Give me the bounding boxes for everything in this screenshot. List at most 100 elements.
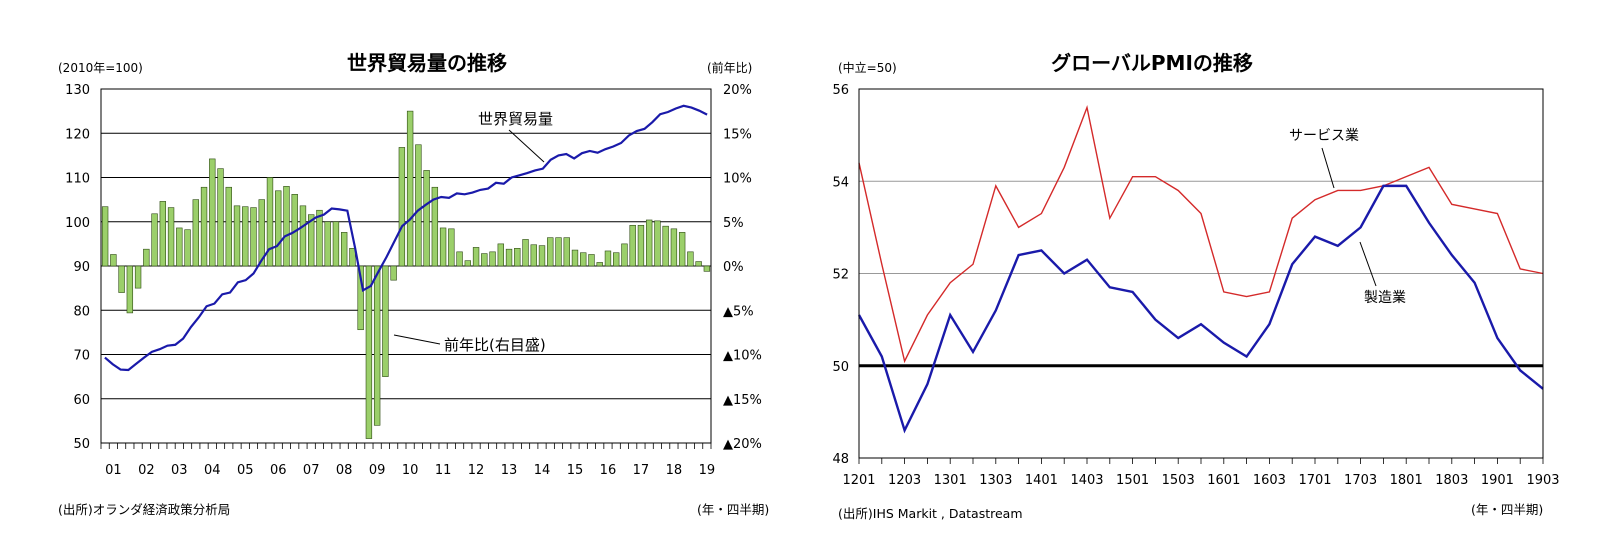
- x-tick-label: 02: [138, 463, 155, 478]
- y-tick-label: 50: [832, 360, 849, 375]
- yoy-bar: [596, 262, 603, 267]
- x-tick-label: 19: [699, 463, 716, 478]
- yoy-bar: [143, 248, 150, 267]
- yoy-bar: [200, 186, 208, 267]
- yoy-bar: [489, 251, 496, 267]
- right-y-tick-label: 20%: [723, 83, 752, 98]
- x-tick-label: 1601: [1207, 473, 1240, 488]
- left-y-tick-label: 110: [65, 172, 90, 187]
- right-chart-x-label: (年・四半期): [1471, 502, 1543, 517]
- left-y-tick-label: 50: [73, 437, 90, 452]
- right-chart-title: グローバルPMIの推移: [1051, 51, 1253, 75]
- annotation-leader: [393, 334, 441, 345]
- x-tick-label: 07: [303, 463, 320, 478]
- yoy-bar: [266, 177, 274, 267]
- yoy-bar: [654, 220, 661, 267]
- left-y-tick-label: 80: [73, 304, 90, 319]
- left-y-tick-label: 70: [73, 349, 90, 364]
- x-tick-label: 18: [666, 463, 683, 478]
- yoy-bar: [530, 244, 537, 267]
- left-chart-source: (出所)オランダ経済政策分析局: [58, 502, 230, 517]
- x-tick-label: 1801: [1390, 473, 1423, 488]
- annotation-leader: [1321, 147, 1335, 189]
- yoy-bar: [604, 250, 612, 267]
- yoy-bar: [110, 254, 117, 267]
- yoy-bar: [134, 265, 142, 289]
- yoy-bar: [258, 199, 265, 267]
- yoy-bar: [167, 207, 175, 267]
- yoy-bar: [538, 245, 546, 267]
- yoy-bar: [101, 206, 109, 267]
- annotation-manufacturing: 製造業: [1364, 290, 1406, 306]
- x-tick-label: 08: [336, 463, 353, 478]
- yoy-bar: [645, 219, 653, 267]
- y-tick-label: 54: [832, 175, 849, 190]
- yoy-bar: [571, 249, 579, 267]
- yoy-bar: [670, 228, 678, 267]
- yoy-bar: [184, 229, 191, 267]
- yoy-bar: [250, 207, 257, 267]
- x-tick-label: 09: [369, 463, 386, 478]
- annotation-leader: [1359, 241, 1377, 287]
- x-tick-label: 1403: [1070, 473, 1103, 488]
- yoy-bar: [423, 170, 430, 267]
- right-y-tick-label: 0%: [723, 260, 744, 275]
- right-y-tick-label: ▲15%: [723, 393, 762, 408]
- x-tick-label: 1203: [888, 473, 921, 488]
- yoy-bar: [415, 144, 422, 267]
- x-tick-label: 04: [204, 463, 221, 478]
- x-tick-label: 1503: [1162, 473, 1195, 488]
- yoy-bar: [621, 243, 628, 267]
- yoy-bar: [225, 186, 232, 267]
- yoy-bar: [662, 225, 669, 267]
- left-y-tick-label: 100: [65, 216, 90, 231]
- x-tick-label: 1703: [1344, 473, 1377, 488]
- yoy-bar: [242, 206, 249, 267]
- yoy-bar: [275, 190, 282, 267]
- left-chart-title: 世界貿易量の推移: [347, 51, 507, 75]
- yoy-bar: [678, 232, 686, 267]
- x-tick-label: 11: [435, 463, 452, 478]
- yoy-bar: [464, 260, 472, 267]
- left-y-tick-label: 130: [65, 83, 90, 98]
- yoy-bar: [118, 265, 125, 293]
- annotation-yoy-right-axis: 前年比(右目盛): [444, 336, 546, 354]
- left-chart-left-unit: (2010年=100): [58, 61, 143, 75]
- x-tick-label: 1401: [1025, 473, 1058, 488]
- y-tick-label: 48: [832, 452, 849, 467]
- yoy-bar: [456, 251, 463, 267]
- x-tick-label: 1903: [1526, 473, 1559, 488]
- yoy-bar: [472, 247, 480, 267]
- yoy-bar: [209, 158, 216, 267]
- x-tick-label: 05: [237, 463, 254, 478]
- left-y-tick-label: 120: [65, 127, 90, 142]
- x-tick-label: 1301: [934, 473, 967, 488]
- yoy-bar: [176, 227, 183, 267]
- annotation-leader: [508, 129, 545, 163]
- right-y-tick-label: 15%: [723, 127, 752, 142]
- yoy-bar: [687, 251, 694, 267]
- yoy-bar: [316, 209, 323, 267]
- yoy-bar: [439, 227, 447, 267]
- right-chart-left-unit: (中立=50): [838, 60, 897, 75]
- right-y-tick-label: 10%: [723, 172, 752, 187]
- yoy-bar: [580, 252, 587, 267]
- yoy-bar: [126, 265, 134, 314]
- yoy-bar: [349, 248, 356, 267]
- y-tick-label: 56: [832, 83, 849, 98]
- yoy-bar: [340, 232, 348, 267]
- x-tick-label: 1901: [1481, 473, 1514, 488]
- yoy-bar: [547, 237, 554, 267]
- x-tick-label: 03: [171, 463, 188, 478]
- manufacturing-pmi-line: [857, 184, 1544, 434]
- y-tick-label: 52: [832, 268, 849, 283]
- yoy-bar: [406, 110, 414, 267]
- yoy-bar: [555, 237, 562, 267]
- yoy-bar: [373, 265, 381, 426]
- yoy-bar: [695, 261, 702, 267]
- x-tick-label: 1603: [1253, 473, 1286, 488]
- yoy-bar: [382, 265, 389, 377]
- yoy-bar: [365, 265, 373, 439]
- yoy-bar: [398, 147, 406, 267]
- yoy-bar: [324, 221, 331, 267]
